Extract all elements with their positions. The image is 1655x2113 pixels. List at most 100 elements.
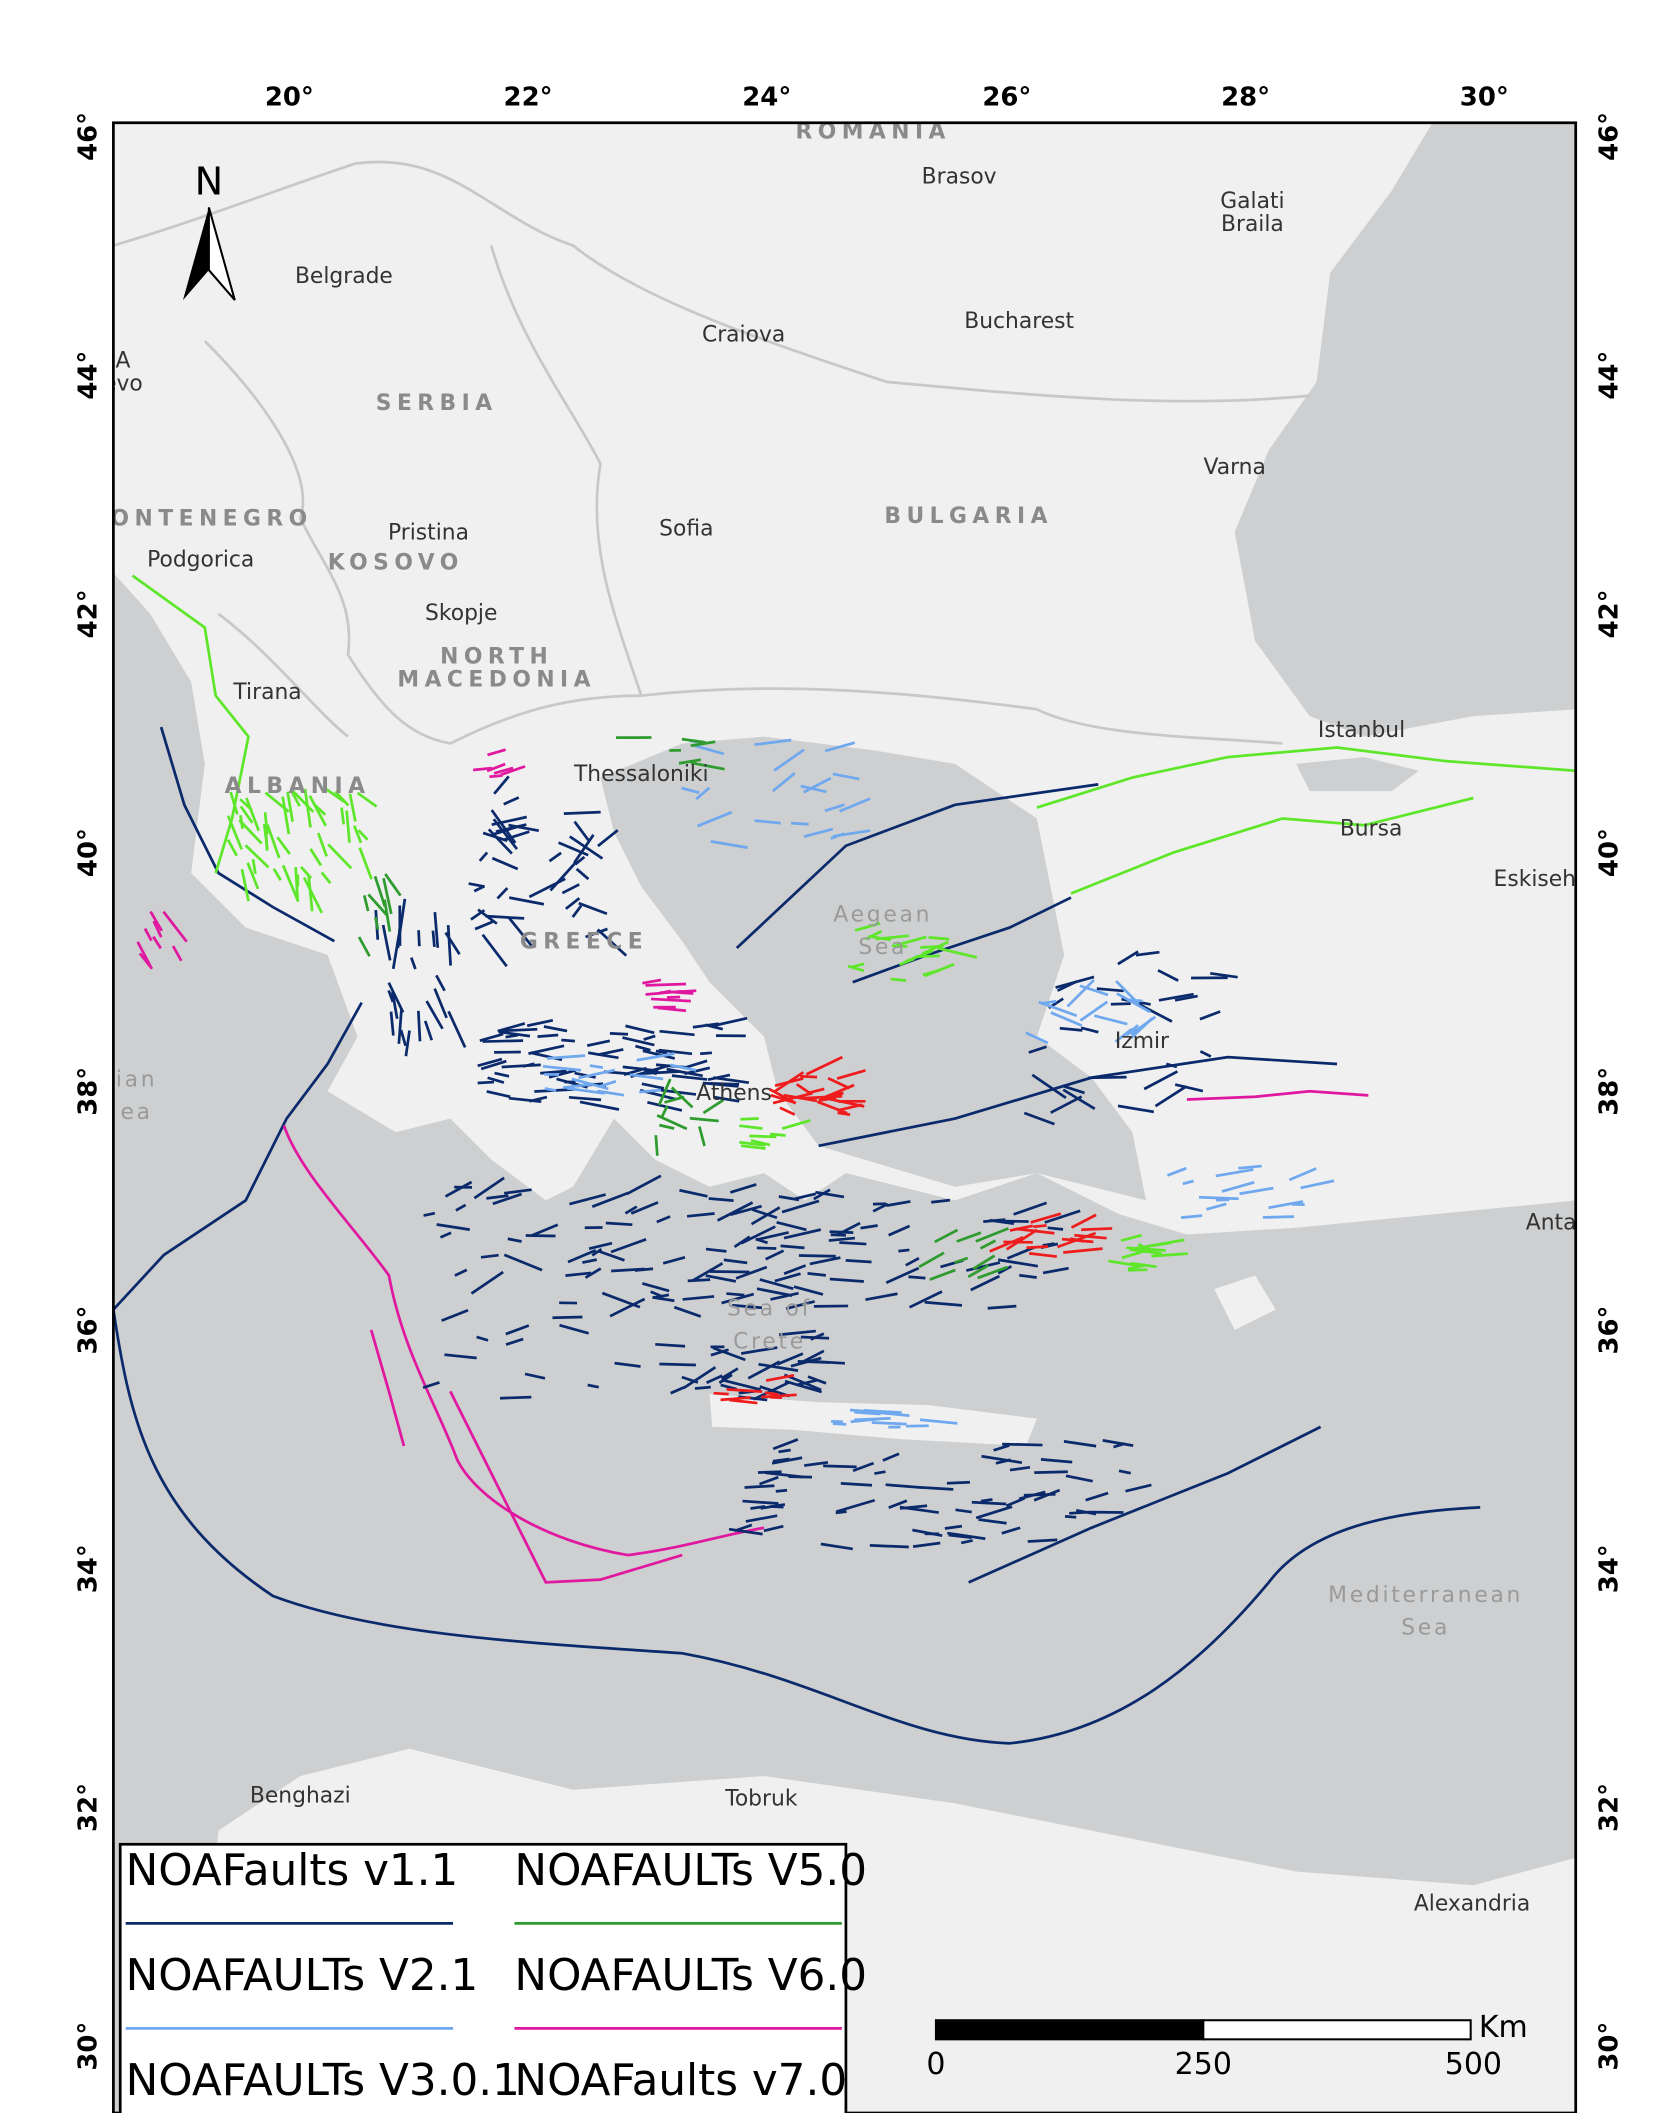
fault-segment <box>679 1188 708 1198</box>
fault-segment <box>972 1254 996 1271</box>
fault-segment <box>967 1264 990 1279</box>
place-label: MACEDONIA <box>397 668 596 693</box>
fault-segment <box>1116 992 1151 1014</box>
fault-segment <box>399 1029 407 1047</box>
fault-segment <box>327 843 353 870</box>
fault-segment <box>487 828 513 855</box>
fault-segment <box>1118 1469 1132 1475</box>
fault-line <box>1186 1089 1369 1101</box>
fault-segment <box>726 1292 745 1297</box>
fault-segment <box>381 924 392 961</box>
fault-segment <box>839 797 871 813</box>
fault-segment <box>882 1452 900 1462</box>
fault-segment <box>783 1264 807 1275</box>
fault-segment <box>793 1285 824 1296</box>
legend-label: NOAFAULTs V6.0 <box>514 1950 867 2001</box>
fault-segment <box>588 1241 613 1250</box>
fault-segment <box>772 1091 813 1105</box>
fault-segment <box>1129 1248 1162 1255</box>
fault-segment <box>790 1356 822 1368</box>
fault-segment <box>778 1195 800 1202</box>
fault-segment <box>505 1033 519 1039</box>
fault-segment <box>309 848 323 867</box>
place-label: Varna <box>1203 455 1265 480</box>
fault-segment <box>356 791 378 808</box>
fault-segment <box>694 1385 711 1390</box>
fault-segment <box>800 784 827 794</box>
latitude-label: 36° <box>73 1305 103 1354</box>
fault-segment <box>761 1393 797 1399</box>
place-label: Izmir <box>1115 1029 1169 1054</box>
fault-segment <box>642 1049 676 1060</box>
fault-segment <box>303 788 312 828</box>
fault-segment <box>498 1027 538 1033</box>
fault-segment <box>849 962 865 969</box>
legend-label: NOAFAULTs V5.0 <box>514 1845 867 1896</box>
fault-segment <box>1135 950 1160 957</box>
fault-segment <box>747 1360 781 1380</box>
fault-segment <box>979 1239 997 1250</box>
fault-segment <box>587 1051 619 1060</box>
place-label: GREECE <box>520 930 648 955</box>
fault-segment <box>152 920 163 938</box>
fault-segment <box>571 1077 609 1091</box>
legend-label: NOAFAULTs V2.1 <box>126 1950 479 2001</box>
fault-segment <box>486 1194 509 1200</box>
fault-segment <box>874 1470 886 1475</box>
place-label: Sea of <box>727 1297 812 1322</box>
fault-segment <box>686 1059 708 1069</box>
fault-segment <box>499 1395 532 1400</box>
fault-segment <box>807 1272 827 1277</box>
place-label: BULGARIA <box>884 504 1052 529</box>
fault-segment <box>447 1010 467 1049</box>
fault-segment <box>642 978 662 985</box>
fault-segment <box>790 821 809 826</box>
fault-segment <box>713 1076 750 1085</box>
place-label: Anta <box>1526 1211 1577 1236</box>
fault-segment <box>770 1132 786 1137</box>
fault-segment <box>1262 1215 1295 1219</box>
latitude-label: 32° <box>73 1783 103 1832</box>
fault-segment <box>558 841 589 857</box>
fault-segment <box>908 1275 926 1280</box>
fault-segment <box>1013 1201 1048 1216</box>
fault-segment <box>829 1277 864 1283</box>
latitude-label: 44° <box>73 351 103 400</box>
fault-line <box>449 1390 683 1584</box>
fault-segment <box>578 1068 616 1080</box>
fault-segment <box>136 941 152 968</box>
fault-segment <box>809 1256 841 1266</box>
place-label: Tirana <box>232 680 301 705</box>
fault-segment <box>334 790 350 807</box>
fault-segment <box>240 869 250 902</box>
fault-segment <box>1063 1247 1103 1254</box>
fault-segment <box>832 829 871 838</box>
fault-segment <box>643 1034 656 1041</box>
fault-segment <box>720 1383 738 1391</box>
scale-label: 250 <box>1175 2047 1232 2082</box>
fault-segment <box>705 1247 727 1253</box>
fault-segment <box>924 1300 963 1307</box>
border <box>113 160 1310 403</box>
fault-segment <box>944 1524 963 1530</box>
fault-segment <box>634 1267 654 1272</box>
fault-segment <box>673 1305 702 1318</box>
fault-segment <box>563 810 601 815</box>
fault-segment <box>636 1052 675 1062</box>
fault-segment <box>993 1444 1010 1452</box>
fault-segment <box>436 1223 470 1232</box>
fault-segment <box>682 1295 715 1301</box>
place-label: Eskiseh <box>1494 867 1576 892</box>
fault-segment <box>482 831 508 843</box>
fault-segment <box>1006 1246 1035 1260</box>
fault-segment <box>599 1080 617 1088</box>
fault-segment <box>1030 1212 1062 1224</box>
fault-segment <box>1102 1439 1134 1447</box>
longitude-label: 26° <box>982 83 1031 113</box>
fault-segment <box>803 827 834 838</box>
fault-segment <box>571 904 583 918</box>
longitude-label: 30° <box>1460 83 1509 113</box>
fault-segment <box>920 944 944 949</box>
fault-segment <box>705 1274 737 1283</box>
fault-segment <box>473 885 485 893</box>
